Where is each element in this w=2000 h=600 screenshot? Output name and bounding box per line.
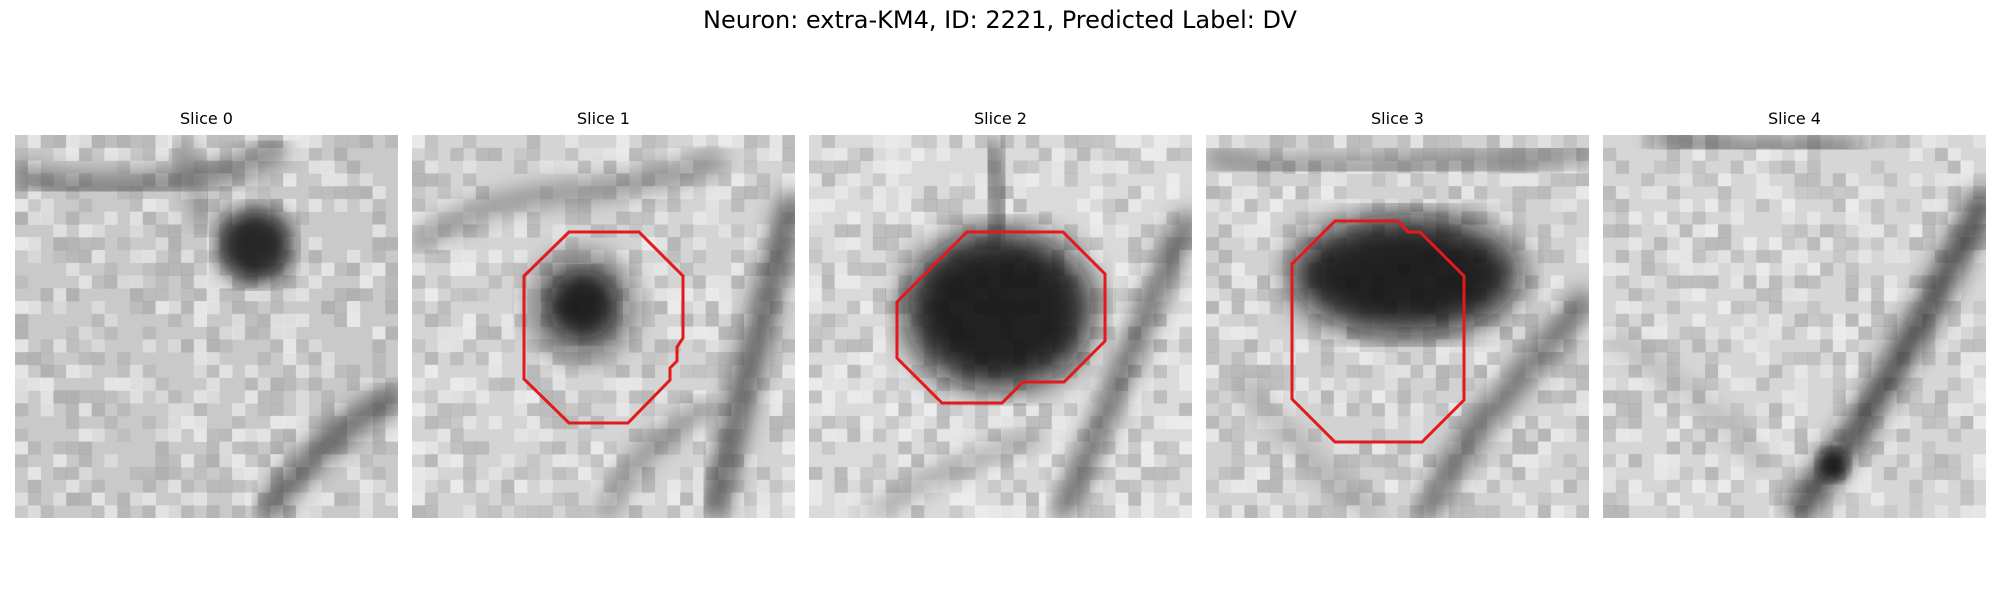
contour-outline bbox=[1290, 219, 1466, 444]
slice-image-4 bbox=[1603, 135, 1986, 518]
slice-title: Slice 1 bbox=[577, 109, 630, 128]
slice-title: Slice 0 bbox=[180, 109, 233, 128]
slice-title: Slice 2 bbox=[974, 109, 1027, 128]
slice-panel-3: Slice 3 bbox=[1206, 108, 1589, 518]
slice-image-0 bbox=[15, 135, 398, 518]
slice-image-3 bbox=[1206, 135, 1589, 518]
figure-title: Neuron: extra-KM4, ID: 2221, Predicted L… bbox=[703, 6, 1297, 34]
slice-image-1 bbox=[412, 135, 795, 518]
slice-panel-0: Slice 0 bbox=[15, 108, 398, 518]
slice-title: Slice 4 bbox=[1768, 109, 1821, 128]
slice-panel-1: Slice 1 bbox=[412, 108, 795, 518]
pixel-noise bbox=[1603, 135, 1986, 518]
contour-outline bbox=[522, 230, 685, 425]
contour-outline bbox=[895, 230, 1107, 405]
slice-image-2 bbox=[809, 135, 1192, 518]
slice-title: Slice 3 bbox=[1371, 109, 1424, 128]
slice-panel-4: Slice 4 bbox=[1603, 108, 1986, 518]
slice-panel-2: Slice 2 bbox=[809, 108, 1192, 518]
